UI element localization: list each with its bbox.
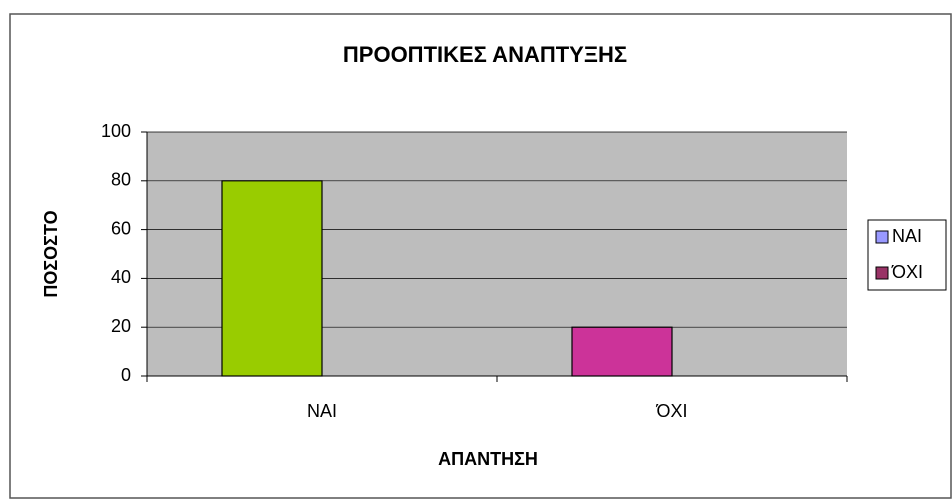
y-tick-label: 20 <box>111 316 131 336</box>
y-tick-label: 100 <box>101 121 131 141</box>
legend-swatch <box>875 230 889 244</box>
y-axis-label: ΠΟΣΟΣΤΟ <box>41 210 61 297</box>
bar <box>221 180 323 377</box>
legend-label: ΝΑΙ <box>892 226 922 246</box>
y-tick-label: 40 <box>111 267 131 287</box>
chart-title: ΠΡΟΟΠΤΙΚΕΣ ΑΝΑΠΤΥΞΗΣ <box>343 42 627 67</box>
legend-label: ΌΧΙ <box>891 262 923 282</box>
x-axis-label: ΑΠΑΝΤΗΣΗ <box>438 449 538 469</box>
bar <box>571 326 673 377</box>
y-tick-label: 60 <box>111 218 131 238</box>
y-tick-label: 80 <box>111 170 131 190</box>
x-tick-label: ΌΧΙ <box>656 401 688 421</box>
legend-swatch <box>875 266 889 280</box>
y-tick-label: 0 <box>121 365 131 385</box>
x-tick-label: ΝΑΙ <box>307 401 337 421</box>
